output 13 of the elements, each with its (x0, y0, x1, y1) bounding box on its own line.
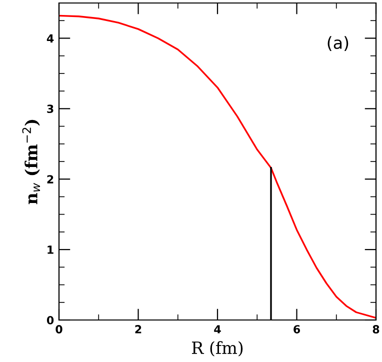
x-tick-label: 8 (372, 325, 380, 334)
x-tick-label: 2 (135, 325, 142, 334)
y-tick-label: 1 (48, 246, 54, 254)
annotation: (a) (328, 36, 348, 52)
y-tick-label: 3 (47, 104, 54, 114)
y-tick-label: 2 (47, 175, 54, 184)
x-tick-label: 0 (56, 325, 62, 334)
x-tick-label: 4 (214, 325, 221, 334)
y-tick-label: 4 (46, 34, 54, 42)
y-tick-label: 0 (46, 316, 54, 324)
x-axis-title: R (fm) (192, 341, 243, 356)
y-axis-title: n$_{w}$ (fm$^{−2}$) (22, 120, 40, 204)
x-tick-label: 6 (294, 325, 300, 334)
